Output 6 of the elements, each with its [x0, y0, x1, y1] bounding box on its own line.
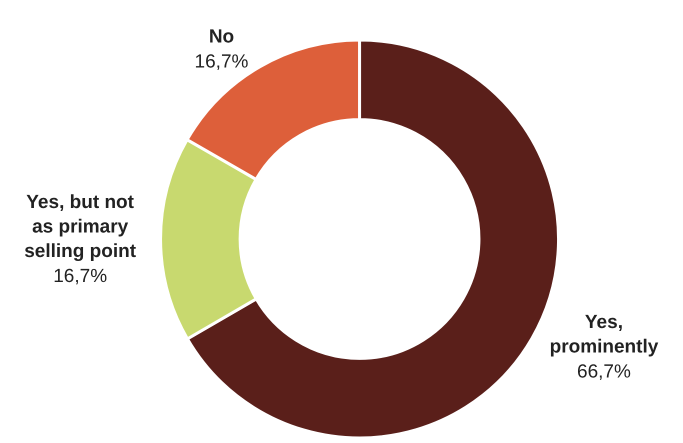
slice-label: Yes, but not as primary selling point [24, 192, 137, 262]
data-label: 16,7% [53, 266, 108, 287]
slice-label: Yes, prominently [550, 312, 659, 358]
slice-label: No [208, 26, 234, 48]
data-label: 16,7% [194, 51, 249, 72]
data-label: 66,7% [577, 361, 631, 382]
